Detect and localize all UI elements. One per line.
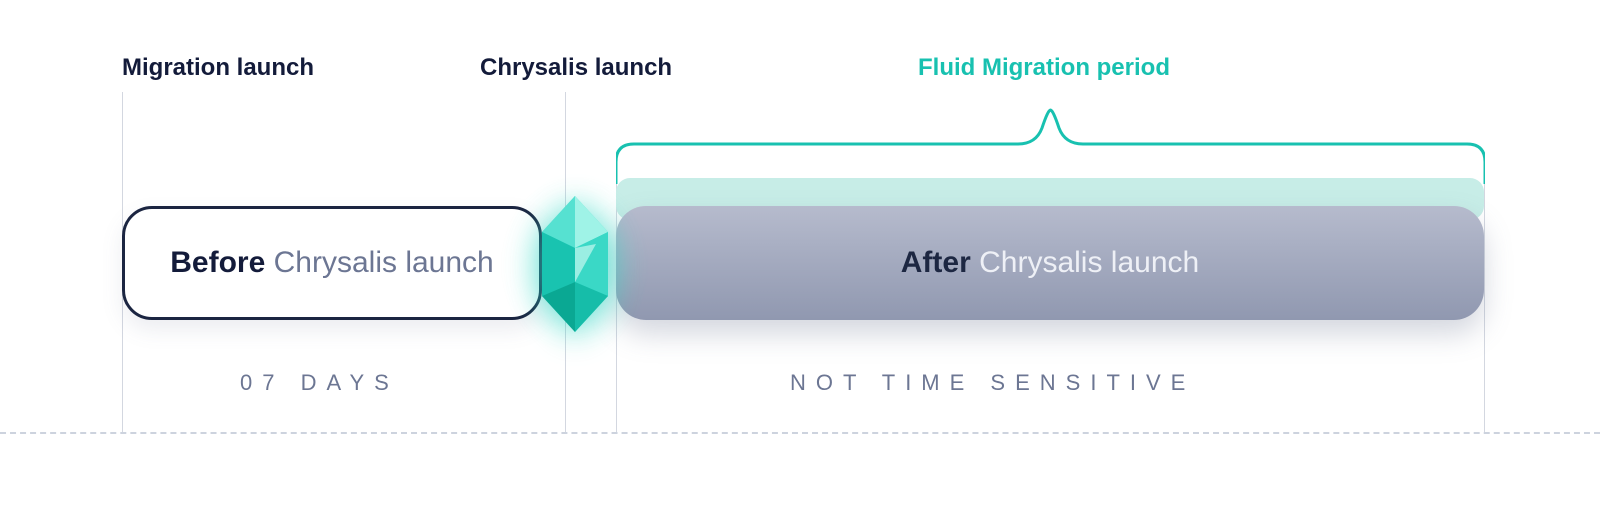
fluid-migration-bracket xyxy=(616,104,1485,184)
baseline-dashed xyxy=(0,432,1600,434)
timeline-diagram: Migration launch Chrysalis launch Fluid … xyxy=(0,0,1600,524)
label-migration-launch: Migration launch xyxy=(122,54,314,82)
phase-after: After Chrysalis launch xyxy=(616,206,1484,320)
phase-after-strong: After xyxy=(901,246,971,279)
phase-before-strong: Before xyxy=(170,246,265,279)
marker-end xyxy=(1484,168,1485,432)
label-chrysalis-launch: Chrysalis launch xyxy=(480,54,672,82)
phase-after-light: Chrysalis launch xyxy=(971,246,1199,279)
duration-after: NOT TIME SENSITIVE xyxy=(790,370,1195,396)
phase-before-light: Chrysalis launch xyxy=(265,246,493,279)
duration-before: 07 DAYS xyxy=(240,370,399,396)
phase-before: Before Chrysalis launch xyxy=(122,206,542,320)
chrysalis-gem-icon xyxy=(536,194,614,334)
label-fluid-migration: Fluid Migration period xyxy=(918,54,1170,82)
